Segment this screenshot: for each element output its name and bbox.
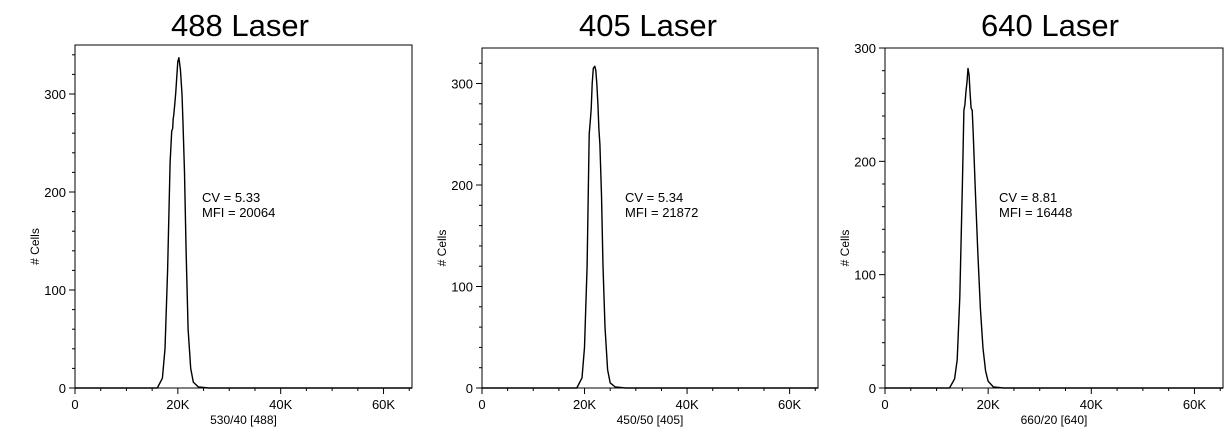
histogram-line [885,67,1223,389]
histogram-panel-640: 640 Laser 0 20K 40K 60K 0 100 200 300 660/20 [640… [815,0,1227,443]
histogram-line [482,65,818,389]
x-tick-label: 40K [269,397,292,412]
x-tick-label: 40K [676,397,699,412]
x-tick-label: 40K [1080,397,1103,412]
histogram-chart-405: 405 Laser 0 20K 40K 60K 0 100 200 300 450/50 [405… [435,8,819,427]
chart-title: 488 Laser [171,8,309,43]
mfi-annotation: MFI = 21872 [625,205,698,220]
y-axis-label: # Cells [28,228,42,265]
histogram-panel-488: 488 Laser 0 20K 40K 60K 0 100 200 300 530/40 [488… [0,0,415,443]
mfi-annotation: MFI = 20064 [202,205,275,220]
x-tick-label: 60K [1183,397,1206,412]
y-tick-label: 100 [44,283,66,298]
x-tick-label: 20K [573,397,596,412]
chart-title: 640 Laser [981,8,1119,43]
y-tick-label: 0 [466,381,473,396]
cv-annotation: CV = 5.34 [625,190,683,205]
mfi-annotation: MFI = 16448 [999,205,1072,220]
y-tick-label: 100 [854,268,876,283]
x-tick-label: 0 [478,397,485,412]
histogram-panel-405: 405 Laser 0 20K 40K 60K 0 100 200 300 450/50 [405… [410,0,825,443]
x-tick-label: 0 [71,397,78,412]
x-tick-label: 60K [372,397,395,412]
histogram-chart-640: 640 Laser 0 20K 40K 60K 0 100 200 300 660/20 [640… [838,8,1224,427]
y-axis-label: # Cells [435,230,449,267]
cv-annotation: CV = 5.33 [202,190,260,205]
y-tick-label: 300 [451,77,473,92]
x-axis-label: 530/40 [488] [210,413,277,427]
x-axis-label: 660/20 [640] [1021,413,1088,427]
cv-annotation: CV = 8.81 [999,190,1057,205]
y-tick-label: 0 [59,381,66,396]
y-tick-label: 200 [451,178,473,193]
y-tick-label: 200 [854,154,876,169]
x-tick-label: 20K [977,397,1000,412]
y-tick-label: 100 [451,280,473,295]
x-tick-label: 60K [778,397,801,412]
histogram-chart-488: 488 Laser 0 20K 40K 60K 0 100 200 300 530/40 [488… [28,8,413,427]
y-axis-label: # Cells [838,230,852,267]
x-tick-label: 20K [166,397,189,412]
y-tick-label: 300 [854,41,876,56]
histogram-line [75,57,412,389]
y-tick-label: 300 [44,87,66,102]
x-axis-label: 450/50 [405] [617,413,684,427]
chart-title: 405 Laser [579,8,717,43]
y-tick-label: 200 [44,185,66,200]
x-tick-label: 0 [881,397,888,412]
y-tick-label: 0 [869,381,876,396]
